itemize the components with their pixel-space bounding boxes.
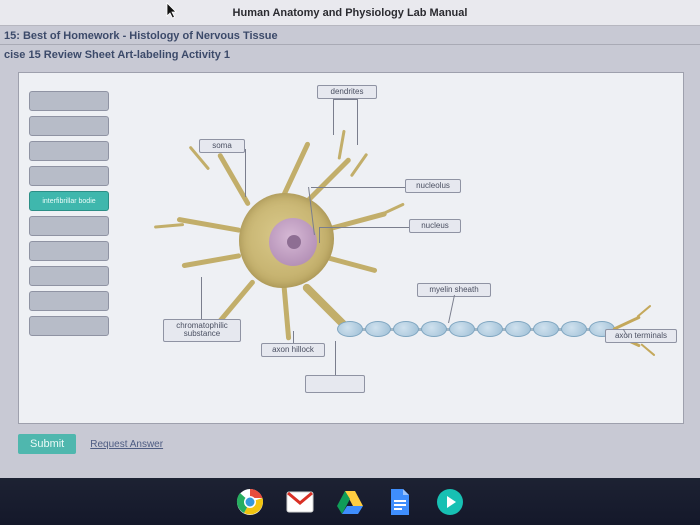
title-bar: Human Anatomy and Physiology Lab Manual xyxy=(0,0,700,26)
activity-canvas: interfibrillar bodie xyxy=(18,72,684,424)
myelin-segment xyxy=(505,321,531,337)
label-terminals[interactable]: axon terminals xyxy=(605,329,677,343)
chrome-icon[interactable] xyxy=(236,488,264,516)
axon-terminal xyxy=(640,343,655,356)
dendrite xyxy=(177,217,242,233)
myelin-segment xyxy=(449,321,475,337)
label-dendrites[interactable]: dendrites xyxy=(317,85,377,99)
myelin-segment xyxy=(365,321,391,337)
axon-terminal xyxy=(636,305,651,318)
leader-line xyxy=(335,341,336,375)
slot-label: interfibrillar bodie xyxy=(42,198,95,205)
request-answer-link[interactable]: Request Answer xyxy=(90,439,163,450)
label-nucleus[interactable]: nucleus xyxy=(409,219,461,233)
stage: interfibrillar bodie xyxy=(19,73,683,423)
page-title: Human Anatomy and Physiology Lab Manual xyxy=(233,7,468,19)
cursor-icon xyxy=(166,2,178,20)
leader-line xyxy=(333,99,334,135)
gmail-icon[interactable] xyxy=(286,488,314,516)
leader-line xyxy=(319,227,409,228)
answer-slot[interactable] xyxy=(29,166,109,186)
leader-line xyxy=(201,277,202,319)
label-hillock[interactable]: axon hillock xyxy=(261,343,325,357)
dendrite xyxy=(181,253,241,268)
label-blank[interactable] xyxy=(305,375,365,393)
answer-slots: interfibrillar bodie xyxy=(29,91,109,341)
dendrite xyxy=(338,130,346,160)
myelin-segment xyxy=(337,321,363,337)
answer-slot[interactable] xyxy=(29,116,109,136)
dendrite xyxy=(217,152,251,206)
myelin-segment xyxy=(393,321,419,337)
label-nucleolus[interactable]: nucleolus xyxy=(405,179,461,193)
neuron-diagram xyxy=(179,123,679,413)
app-screen: Human Anatomy and Physiology Lab Manual … xyxy=(0,0,700,478)
footer-controls: Submit Request Answer xyxy=(18,434,163,454)
docs-icon[interactable] xyxy=(386,488,414,516)
answer-slot[interactable] xyxy=(29,91,109,111)
nucleolus-dot xyxy=(287,235,301,249)
leader-line xyxy=(293,331,294,343)
leader-line xyxy=(311,187,405,188)
leader-line xyxy=(245,149,246,197)
breadcrumb: 15: Best of Homework - Histology of Nerv… xyxy=(0,26,700,45)
dendrite xyxy=(282,285,292,340)
activity-title: cise 15 Review Sheet Art-labeling Activi… xyxy=(0,45,700,67)
answer-slot[interactable] xyxy=(29,316,109,336)
dendrite xyxy=(154,223,184,229)
answer-slot[interactable] xyxy=(29,291,109,311)
answer-slot[interactable] xyxy=(29,216,109,236)
label-soma[interactable]: soma xyxy=(199,139,245,153)
myelin-segment xyxy=(561,321,587,337)
dendrite xyxy=(376,202,404,217)
drive-icon[interactable] xyxy=(336,488,364,516)
leader-line xyxy=(357,99,358,145)
answer-slot[interactable] xyxy=(29,141,109,161)
leader-line xyxy=(333,99,358,100)
myelin-segment xyxy=(533,321,559,337)
leader-line xyxy=(319,227,320,243)
answer-slot[interactable] xyxy=(29,266,109,286)
answer-slot[interactable] xyxy=(29,241,109,261)
taskbar xyxy=(0,478,700,525)
label-chroma[interactable]: chromatophilic substance xyxy=(163,319,241,342)
play-icon[interactable] xyxy=(436,488,464,516)
answer-slot-used[interactable]: interfibrillar bodie xyxy=(29,191,109,211)
submit-button[interactable]: Submit xyxy=(18,434,76,454)
dendrite xyxy=(350,153,369,178)
myelin-segment xyxy=(421,321,447,337)
myelin-segment xyxy=(477,321,503,337)
